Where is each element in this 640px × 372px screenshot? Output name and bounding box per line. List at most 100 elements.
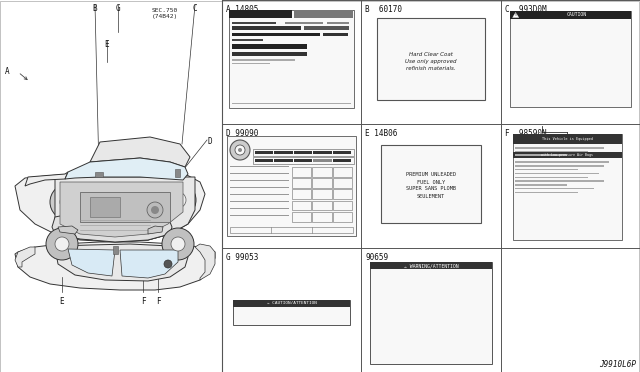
Bar [294, 10, 353, 18]
Bar [253, 149, 355, 156]
Text: SEC.750: SEC.750 [152, 8, 179, 13]
Bar [373, 296, 472, 298]
Bar [230, 173, 289, 174]
Bar [236, 323, 314, 324]
Bar [371, 262, 492, 364]
Bar [515, 176, 588, 178]
Text: A: A [5, 67, 10, 77]
Bar [373, 284, 475, 285]
Text: C: C [193, 4, 197, 13]
Bar [227, 136, 356, 236]
Bar [373, 309, 460, 311]
Bar [371, 262, 492, 269]
Bar [253, 157, 355, 164]
Text: !: ! [515, 13, 516, 17]
Circle shape [230, 140, 250, 160]
Circle shape [238, 148, 242, 152]
Bar [294, 151, 312, 154]
Bar [232, 26, 301, 30]
Text: B: B [93, 4, 97, 13]
Polygon shape [90, 137, 190, 167]
Bar [285, 22, 323, 24]
Text: FUEL ONLY: FUEL ONLY [417, 180, 445, 185]
Bar [232, 32, 320, 35]
Text: B  60170: B 60170 [365, 5, 403, 14]
Text: D: D [207, 138, 212, 147]
Bar [373, 318, 431, 319]
Bar [509, 11, 631, 107]
Bar [312, 178, 332, 188]
Bar [175, 169, 180, 177]
Bar [513, 134, 622, 240]
Bar [333, 151, 351, 154]
Bar [373, 322, 463, 323]
Bar [292, 167, 311, 177]
Bar [292, 201, 311, 210]
Text: E: E [60, 297, 64, 306]
Bar [515, 154, 567, 156]
Bar [513, 48, 599, 50]
Bar [513, 152, 622, 158]
Bar [515, 192, 578, 193]
Bar [230, 215, 289, 216]
Bar [373, 288, 454, 289]
Polygon shape [148, 226, 163, 234]
Polygon shape [55, 177, 195, 242]
Polygon shape [65, 158, 188, 180]
Bar [230, 227, 353, 233]
Bar [378, 18, 484, 100]
Bar [513, 134, 622, 144]
Bar [314, 151, 332, 154]
Bar [333, 189, 353, 199]
Text: F: F [141, 297, 145, 306]
Polygon shape [58, 226, 78, 234]
Bar [255, 159, 273, 162]
Bar [275, 151, 293, 154]
Bar [373, 280, 472, 281]
Bar [113, 246, 118, 254]
Polygon shape [60, 182, 183, 237]
Bar [292, 189, 311, 199]
Bar [229, 10, 355, 108]
Text: CAUTION: CAUTION [566, 13, 586, 17]
Text: E 14B06: E 14B06 [365, 129, 397, 138]
Polygon shape [513, 13, 518, 17]
Text: G: G [116, 4, 120, 13]
Bar [515, 173, 599, 174]
Circle shape [164, 260, 172, 268]
Bar [236, 320, 280, 321]
Text: Use only approved: Use only approved [405, 60, 457, 64]
Bar [373, 326, 442, 327]
Bar [373, 292, 479, 294]
Bar [304, 26, 349, 30]
Text: Hard Clear Coat: Hard Clear Coat [409, 52, 453, 58]
Bar [515, 147, 604, 149]
Polygon shape [15, 170, 205, 242]
Bar [333, 178, 353, 188]
Bar [333, 167, 353, 177]
Bar [381, 145, 481, 223]
Bar [230, 208, 289, 209]
Bar [515, 188, 594, 189]
Bar [230, 166, 289, 167]
Bar [312, 212, 332, 221]
Text: PREMIUM UNLEADED: PREMIUM UNLEADED [406, 173, 456, 177]
Bar [373, 271, 483, 273]
Bar [373, 301, 442, 302]
Polygon shape [52, 210, 172, 242]
Circle shape [60, 194, 76, 210]
Bar [515, 151, 588, 152]
Bar [236, 316, 331, 317]
Bar [236, 309, 342, 310]
Bar [327, 22, 349, 24]
Bar [323, 32, 348, 35]
Bar [232, 52, 307, 56]
Text: (74B42): (74B42) [152, 14, 179, 19]
Bar [230, 193, 289, 195]
Circle shape [46, 228, 78, 260]
Bar [509, 11, 631, 19]
Bar [233, 299, 350, 307]
Bar [513, 23, 616, 25]
Bar [232, 22, 276, 24]
Polygon shape [195, 244, 215, 280]
